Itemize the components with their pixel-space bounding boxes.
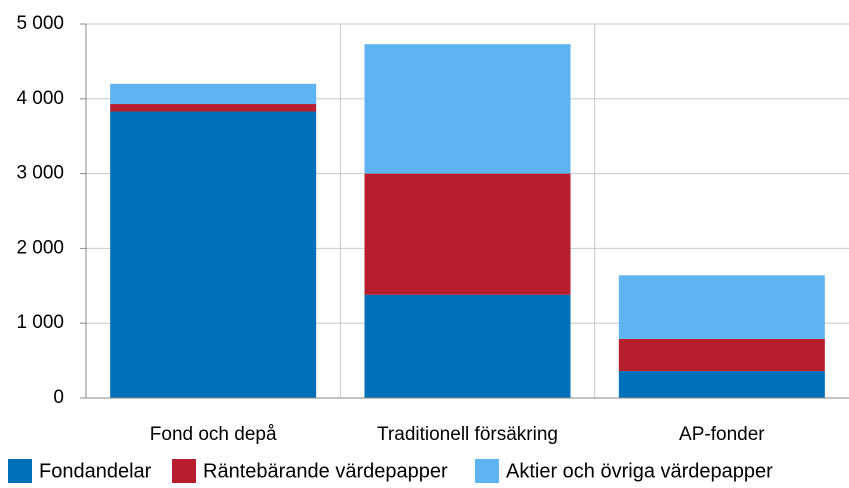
bar-segment <box>618 275 825 339</box>
legend-label: Räntebärande värdepapper <box>203 460 448 482</box>
bar-segment <box>110 83 317 105</box>
bar-segment <box>364 173 571 295</box>
x-tick-label: Fond och depå <box>150 424 277 445</box>
legend-label: Aktier och övriga värdepapper <box>506 460 773 482</box>
bar-segment <box>618 371 825 398</box>
bar-segment <box>110 104 317 112</box>
bar-segment <box>110 111 317 399</box>
y-tick-label: 5 000 <box>16 13 64 34</box>
bar-segment <box>618 338 825 372</box>
legend-swatch <box>172 459 196 483</box>
y-tick-label: 4 000 <box>16 88 64 109</box>
y-tick-label: 2 000 <box>16 237 64 258</box>
y-tick-label: 0 <box>53 387 64 408</box>
legend-label: Fondandelar <box>39 460 152 482</box>
legend-swatch <box>8 459 32 483</box>
y-tick-label: 3 000 <box>16 163 64 184</box>
y-tick-label: 1 000 <box>16 312 64 333</box>
x-tick-label: AP-fonder <box>679 424 765 445</box>
bar-segment <box>364 294 571 398</box>
legend-swatch <box>475 459 499 483</box>
x-tick-label: Traditionell försäkring <box>377 424 558 445</box>
bar-segment <box>364 44 571 174</box>
